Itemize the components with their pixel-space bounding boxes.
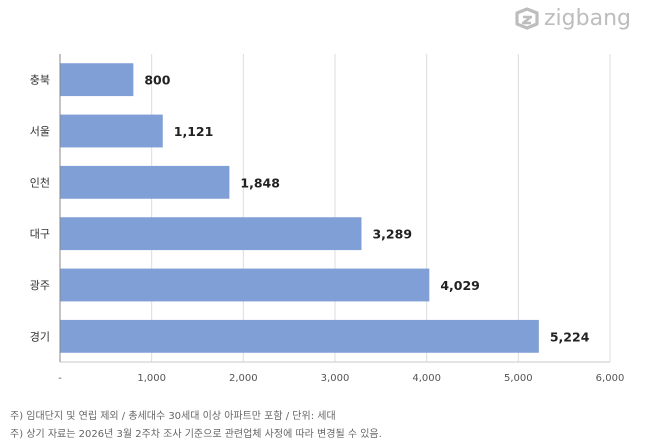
bar — [60, 217, 362, 251]
x-tick-label: 5,000 — [504, 373, 533, 384]
category-label: 대구 — [30, 228, 50, 241]
category-label: 광주 — [30, 279, 50, 292]
x-tick-label: 4,000 — [412, 373, 441, 384]
category-label: 충북 — [30, 74, 50, 87]
bar — [60, 165, 230, 199]
value-label: 800 — [144, 73, 170, 88]
x-tick-label: 6,000 — [596, 373, 625, 384]
value-label: 3,289 — [372, 227, 412, 242]
x-tick-label: 1,000 — [137, 373, 166, 384]
bar — [60, 268, 430, 302]
value-label: 5,224 — [550, 329, 590, 344]
x-tick-label: 3,000 — [321, 373, 350, 384]
zigbang-logo-text: zigbang — [544, 6, 631, 31]
bar — [60, 114, 163, 148]
footnote-exclusions: 주) 임대단지 및 연립 제외 / 총세대수 30세대 이상 아파트만 포함 /… — [10, 411, 336, 422]
category-label: 인천 — [30, 175, 50, 189]
bar — [60, 63, 134, 97]
value-labels: 800 1,121 1,848 3,289 4,029 5,224 — [144, 73, 589, 345]
grid-lines — [60, 54, 611, 363]
category-label: 서울 — [30, 125, 50, 138]
x-tick-label: 2,000 — [229, 373, 258, 384]
x-axis-ticks: - 1,000 2,000 3,000 4,000 5,000 6,000 — [58, 373, 624, 384]
value-label: 1,121 — [174, 124, 214, 139]
x-tick-label: - — [58, 373, 62, 384]
bars — [60, 63, 539, 353]
value-label: 1,848 — [240, 175, 280, 190]
zigbang-logo-icon — [515, 7, 539, 30]
bar — [60, 319, 539, 353]
category-label: 경기 — [30, 330, 50, 343]
value-label: 4,029 — [440, 278, 480, 293]
footnote-disclaimer: 주) 상기 자료는 2026년 3월 2주차 조사 기준으로 관련업체 사정에 … — [10, 429, 382, 440]
zigbang-logo: zigbang — [515, 6, 631, 31]
